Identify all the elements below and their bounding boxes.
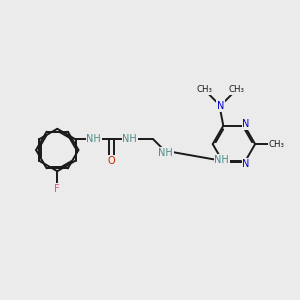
Text: CH₃: CH₃	[229, 85, 244, 94]
Text: NH: NH	[122, 134, 137, 144]
Text: N: N	[242, 159, 250, 169]
Text: NH: NH	[86, 134, 101, 144]
Text: F: F	[54, 184, 60, 194]
Text: O: O	[108, 156, 115, 166]
Text: N: N	[242, 119, 250, 129]
Text: NH: NH	[158, 148, 173, 158]
Text: CH₃: CH₃	[268, 140, 284, 148]
Text: N: N	[217, 101, 224, 111]
Text: NH: NH	[214, 154, 229, 164]
Text: CH₃: CH₃	[196, 85, 212, 94]
